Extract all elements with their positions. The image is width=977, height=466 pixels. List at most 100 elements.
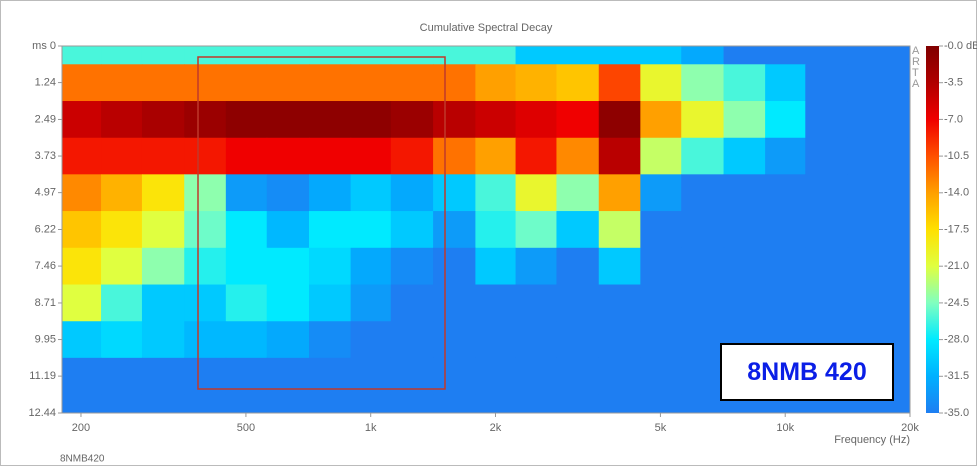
heat-cell <box>101 357 143 396</box>
heat-cell <box>350 137 392 175</box>
heat-cell <box>62 394 102 414</box>
heat-cell <box>681 357 725 396</box>
heat-cell <box>184 394 227 414</box>
heat-cell <box>101 284 143 322</box>
heat-cell <box>141 101 185 139</box>
heat-cell <box>598 174 641 212</box>
heat-cell <box>390 101 434 139</box>
heat-cell <box>515 321 557 359</box>
heat-cell <box>515 64 557 102</box>
y-tick-label: 7.46 <box>35 260 56 272</box>
y-tick-label: 2.49 <box>35 113 56 125</box>
watermark: ARTA <box>912 45 920 90</box>
heat-cell <box>141 174 185 212</box>
heat-cell <box>598 284 641 322</box>
heat-cell <box>640 357 682 396</box>
heat-cell <box>681 64 725 102</box>
colorbar-tick-label: -3.5 <box>944 77 963 89</box>
colorbar-tick-label: -14.0 <box>944 187 969 199</box>
heat-cell <box>765 46 806 65</box>
heat-cell <box>141 211 185 249</box>
y-tick-label: 3.73 <box>35 150 56 162</box>
heat-cell <box>350 284 392 322</box>
heat-cell <box>598 46 641 65</box>
heat-cell <box>805 46 849 65</box>
heat-cell <box>805 247 849 286</box>
heat-cell <box>515 247 557 286</box>
heat-cell <box>266 46 310 65</box>
heat-cell <box>723 174 766 212</box>
heat-cell <box>556 321 600 359</box>
footer: 8NMB420 <box>60 454 105 465</box>
heat-cell <box>390 394 434 414</box>
x-tick-label: 200 <box>72 422 90 434</box>
heat-cell <box>350 321 392 359</box>
heat-cell <box>723 247 766 286</box>
heat-cell <box>433 284 476 322</box>
heat-cell <box>309 46 352 65</box>
heat-cell <box>266 321 310 359</box>
heat-cell <box>225 46 268 65</box>
heat-cell <box>62 64 102 102</box>
heat-cell <box>62 357 102 396</box>
x-tick-label: 500 <box>237 422 255 434</box>
heat-cell <box>847 211 911 249</box>
heat-cell <box>184 64 227 102</box>
heat-cell <box>805 101 849 139</box>
heat-cell <box>475 46 517 65</box>
heat-cell <box>433 247 476 286</box>
heat-cell <box>847 247 911 286</box>
heat-cell <box>184 101 227 139</box>
colorbar <box>926 46 939 413</box>
heat-cell <box>101 247 143 286</box>
heat-cell <box>681 137 725 175</box>
heat-cell <box>475 211 517 249</box>
y-tick-label: 8.71 <box>35 297 56 309</box>
heat-cell <box>225 174 268 212</box>
heat-cell <box>723 101 766 139</box>
x-tick-label: 2k <box>490 422 502 434</box>
heat-cell <box>640 211 682 249</box>
heat-cell <box>390 46 434 65</box>
chart-title: Cumulative Spectral Decay <box>420 22 553 34</box>
heat-cell <box>805 64 849 102</box>
heat-cell <box>101 46 143 65</box>
heat-cell <box>62 321 102 359</box>
heat-cell <box>350 174 392 212</box>
heat-cell <box>723 64 766 102</box>
heat-cell <box>390 321 434 359</box>
annotation: 8NMB 420 <box>720 343 894 401</box>
heat-cell <box>765 284 806 322</box>
heat-cell <box>598 247 641 286</box>
heat-cell <box>225 211 268 249</box>
heat-cell <box>640 321 682 359</box>
heat-cell <box>266 211 310 249</box>
heat-cell <box>184 284 227 322</box>
heat-cell <box>141 137 185 175</box>
heat-cell <box>475 321 517 359</box>
heat-cell <box>475 64 517 102</box>
heat-cell <box>765 64 806 102</box>
heat-cell <box>765 247 806 286</box>
heat-cell <box>184 137 227 175</box>
heat-cell <box>598 137 641 175</box>
heat-cell <box>309 247 352 286</box>
heat-cell <box>390 247 434 286</box>
heat-cell <box>847 137 911 175</box>
heat-cell <box>309 321 352 359</box>
heat-cell <box>556 247 600 286</box>
heat-cell <box>225 321 268 359</box>
x-tick-label: 20k <box>901 422 919 434</box>
heat-cell <box>681 394 725 414</box>
heat-cell <box>266 101 310 139</box>
heat-cell <box>475 357 517 396</box>
heat-cell <box>433 101 476 139</box>
heat-cell <box>640 64 682 102</box>
heat-cell <box>598 101 641 139</box>
heat-cell <box>141 64 185 102</box>
heat-cell <box>556 64 600 102</box>
heat-cell <box>433 46 476 65</box>
heat-cell <box>390 64 434 102</box>
heat-cell <box>475 101 517 139</box>
heat-cell <box>266 64 310 102</box>
